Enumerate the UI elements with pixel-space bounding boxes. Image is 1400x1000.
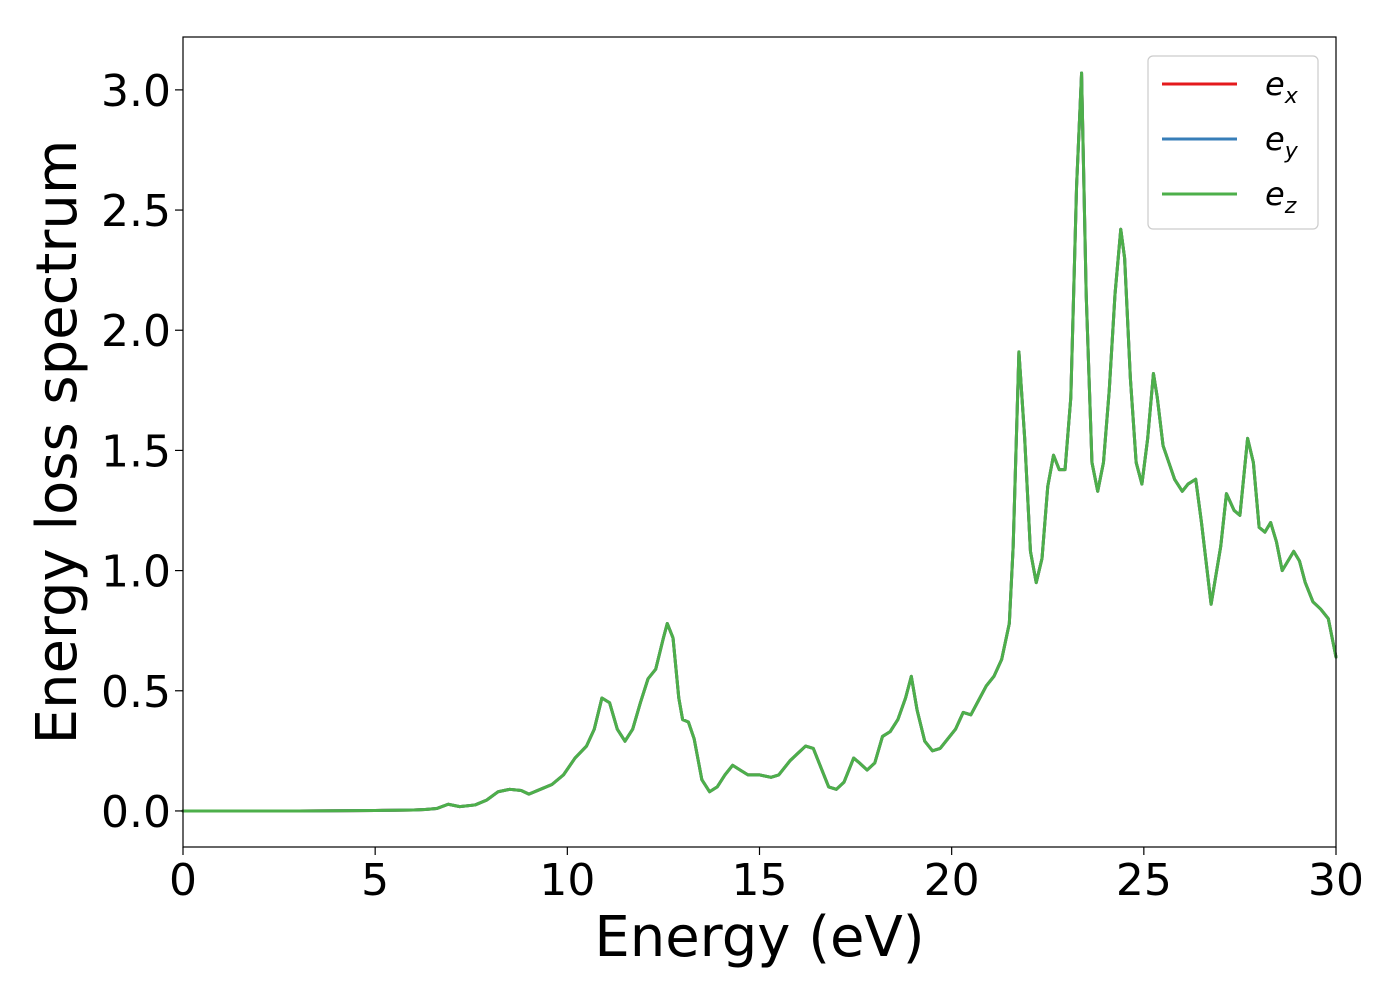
y-tick-label: 2.5 (101, 186, 171, 237)
series-layer (181, 71, 1338, 813)
x-tick-label: 0 (169, 855, 197, 906)
legend-label: ez (1265, 175, 1297, 219)
legend-box (1147, 55, 1319, 230)
x-tick-label: 20 (924, 855, 980, 906)
x-tick-label: 30 (1308, 855, 1364, 906)
legend-label: ex (1265, 65, 1299, 109)
y-tick-label: 3.0 (101, 66, 171, 117)
legend: ex ey ez (1147, 55, 1319, 230)
y-tick-label: 0.0 (101, 787, 171, 838)
x-tick-label: 5 (361, 855, 389, 906)
x-tick-label: 15 (732, 855, 788, 906)
series-line-e-z (181, 71, 1338, 813)
plot-background (183, 37, 1336, 847)
x-axis-ticks: 0 5 10 15 20 25 30 (169, 847, 1364, 906)
y-tick-label: 1.5 (101, 426, 171, 477)
y-axis-ticks: 0.0 0.5 1.0 1.5 2.0 2.5 3.0 (101, 66, 183, 838)
y-axis-label: Energy loss spectrum (25, 140, 90, 745)
y-tick-label: 0.5 (101, 667, 171, 718)
y-tick-label: 2.0 (101, 306, 171, 357)
x-axis-label: Energy (eV) (594, 905, 924, 970)
x-tick-label: 10 (539, 855, 595, 906)
y-tick-label: 1.0 (101, 547, 171, 598)
legend-label: ey (1265, 120, 1299, 164)
x-tick-label: 25 (1116, 855, 1172, 906)
